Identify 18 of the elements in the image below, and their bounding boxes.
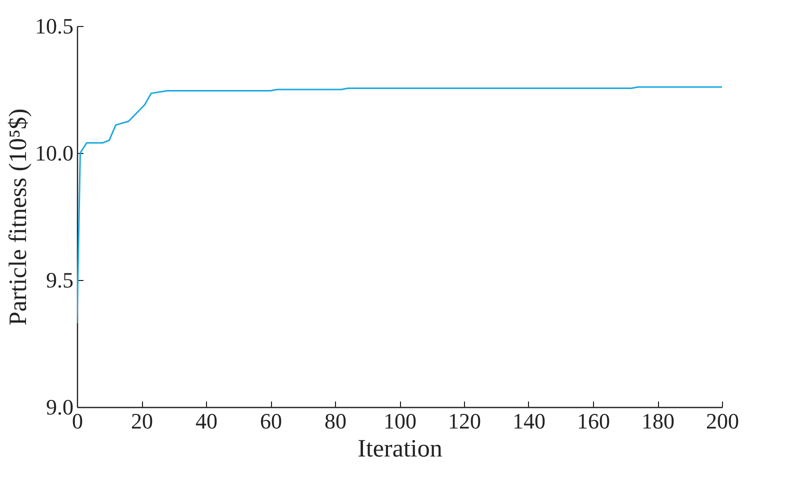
x-tick-label: 180 — [642, 408, 674, 434]
x-tick-label: 120 — [448, 408, 481, 434]
y-tick-label: 10.5 — [35, 14, 74, 38]
x-tick-label: 0 — [72, 408, 83, 434]
y-axis-title: Particle fitness (10⁵$) — [5, 108, 32, 326]
line-series — [77, 86, 722, 324]
x-tick-label: 60 — [260, 408, 282, 434]
x-tick-label: 80 — [324, 408, 346, 434]
y-tick-label: 9.0 — [46, 394, 74, 420]
x-axis-title: Iteration — [358, 436, 443, 462]
x-tick-label: 200 — [706, 408, 739, 434]
x-tick-label: 140 — [512, 408, 546, 434]
x-tick-label: 20 — [131, 408, 153, 434]
x-tick-label: 40 — [196, 408, 218, 434]
y-tick-label: 10.0 — [35, 140, 74, 166]
y-tick-label: 9.5 — [46, 268, 74, 292]
x-tick-label: 160 — [577, 408, 610, 434]
x-tick-label: 100 — [384, 408, 416, 434]
